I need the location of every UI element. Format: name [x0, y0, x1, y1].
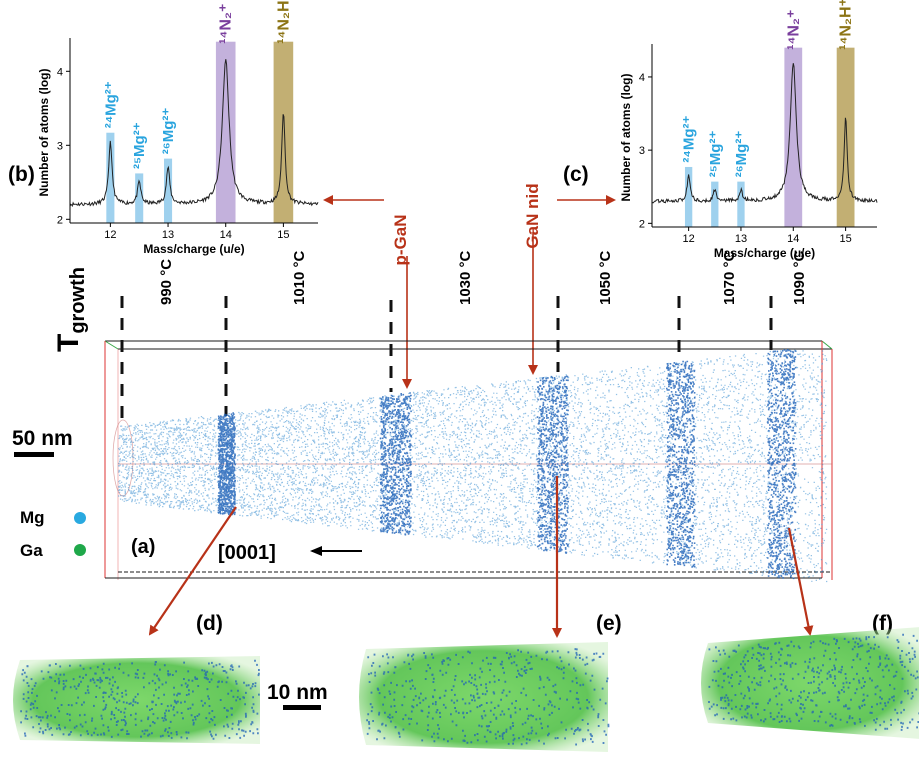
peak-label: ²⁵Mg²⁺ — [707, 131, 724, 178]
peak-band — [164, 158, 173, 223]
spectrum-chart-b: 12 13 14 15 2 3 4 Mass/charge (u/e) Number of at… — [37, 0, 319, 256]
panel-label-c: (c) — [563, 163, 589, 186]
panel-label-d: (d) — [196, 612, 223, 635]
label-p-gan: p-GaN — [391, 215, 410, 266]
mg-cluster-points — [20, 659, 260, 740]
growth-temp-symbol: Tgrowth — [52, 267, 89, 352]
peak-label: ²⁴Mg²⁺ — [102, 81, 119, 128]
x-tick-label: 12 — [104, 229, 116, 241]
temperature-label: 1010 °C — [291, 250, 308, 305]
peak-label: ²⁵Mg²⁺ — [131, 122, 148, 169]
ga-volume — [359, 642, 608, 752]
x-tick-label: 15 — [839, 233, 851, 245]
ga-volume — [13, 656, 260, 744]
x-tick-label: 13 — [162, 229, 174, 241]
y-axis-label: Number of atoms (log) — [619, 73, 633, 201]
zoom-volume-f — [701, 627, 919, 739]
mg-point-field — [118, 349, 828, 583]
ga-volume — [701, 627, 919, 739]
y-tick-label: 4 — [57, 66, 63, 78]
direction-label: [0001] — [218, 542, 276, 564]
atom-point-cloud — [118, 349, 828, 583]
mg-rich-layers — [217, 349, 797, 580]
peak-band — [684, 166, 693, 227]
y-tick-label: 3 — [639, 145, 645, 157]
peak-band — [711, 181, 719, 227]
spectrum-line — [651, 63, 878, 204]
mg-cluster-points — [366, 648, 610, 746]
reconstruction-box — [104, 340, 833, 580]
y-tick-label: 4 — [639, 72, 645, 84]
peak-label: ¹⁴N₂H⁺ — [838, 0, 855, 50]
panel-label-b: (b) — [8, 163, 35, 186]
temperature-label: 1030 °C — [457, 250, 474, 305]
legend-label-ga: Ga — [20, 541, 43, 560]
peak-band — [784, 47, 803, 227]
zoom-volume-d — [13, 656, 260, 744]
panel-label-a: (a) — [131, 536, 155, 558]
peak-label: ¹⁴N₂H⁺ — [275, 0, 292, 44]
y-tick-label: 2 — [639, 218, 645, 230]
peak-band — [273, 41, 294, 224]
label-gan-nid: GaN nid — [523, 183, 542, 248]
peak-band — [106, 132, 115, 223]
arrow-to-f — [787, 527, 814, 636]
peak-band — [836, 47, 855, 227]
y-tick-label: 3 — [57, 140, 63, 152]
legend-mg-dot — [74, 512, 86, 524]
x-axis-label: Mass/charge (u/e) — [714, 246, 815, 260]
zoom-volume-e — [359, 642, 610, 752]
peak-band — [215, 41, 236, 224]
x-tick-label: 12 — [683, 233, 695, 245]
temperature-label: 1090 °C — [791, 250, 808, 305]
spectrum-chart-c: 12 13 14 15 2 3 4 Mass/charge (u/e) Number of at… — [619, 0, 878, 260]
x-tick-label: 13 — [735, 233, 747, 245]
growth-subscript: growth — [67, 267, 89, 334]
peak-label: ¹⁴N₂⁺ — [785, 9, 802, 49]
arrow-to-d — [148, 506, 237, 636]
peak-label: ²⁶Mg²⁺ — [160, 108, 177, 155]
panel-label-f: (f) — [872, 612, 893, 635]
scale-bar-10nm-label: 10 nm — [267, 681, 328, 704]
x-tick-label: 14 — [787, 233, 799, 245]
legend-ga-dot — [74, 544, 86, 556]
scale-bar-50nm-label: 50 nm — [12, 427, 73, 450]
spectrum-line — [69, 59, 319, 208]
element-legend: Mg Ga — [20, 508, 86, 560]
y-tick-label: 2 — [57, 214, 63, 226]
mg-cluster-points — [708, 633, 919, 731]
x-tick-label: 14 — [220, 229, 232, 241]
peak-label: ²⁴Mg²⁺ — [681, 116, 698, 163]
y-axis-label: Number of atoms (log) — [37, 68, 51, 196]
peak-label: ²⁶Mg²⁺ — [733, 131, 750, 178]
scale-bar-10nm — [283, 705, 321, 710]
temperature-labels: 990 °C 1010 °C 1030 °C 1050 °C 1070 °C 1090 °… — [158, 250, 808, 305]
peak-band — [135, 173, 144, 223]
temperature-label: 990 °C — [158, 259, 175, 305]
growth-T: T — [52, 334, 85, 352]
x-tick-label: 15 — [277, 229, 289, 241]
x-axis-label: Mass/charge (u/e) — [143, 242, 244, 256]
peak-label: ¹⁴N₂⁺ — [218, 4, 235, 44]
zoomed-reconstructions — [13, 627, 919, 752]
scale-bar-50nm — [14, 452, 54, 457]
temperature-label: 1070 °C — [721, 250, 738, 305]
temperature-label: 1050 °C — [597, 250, 614, 305]
peak-band — [737, 181, 745, 227]
panel-label-e: (e) — [596, 612, 622, 635]
legend-label-mg: Mg — [20, 508, 45, 527]
